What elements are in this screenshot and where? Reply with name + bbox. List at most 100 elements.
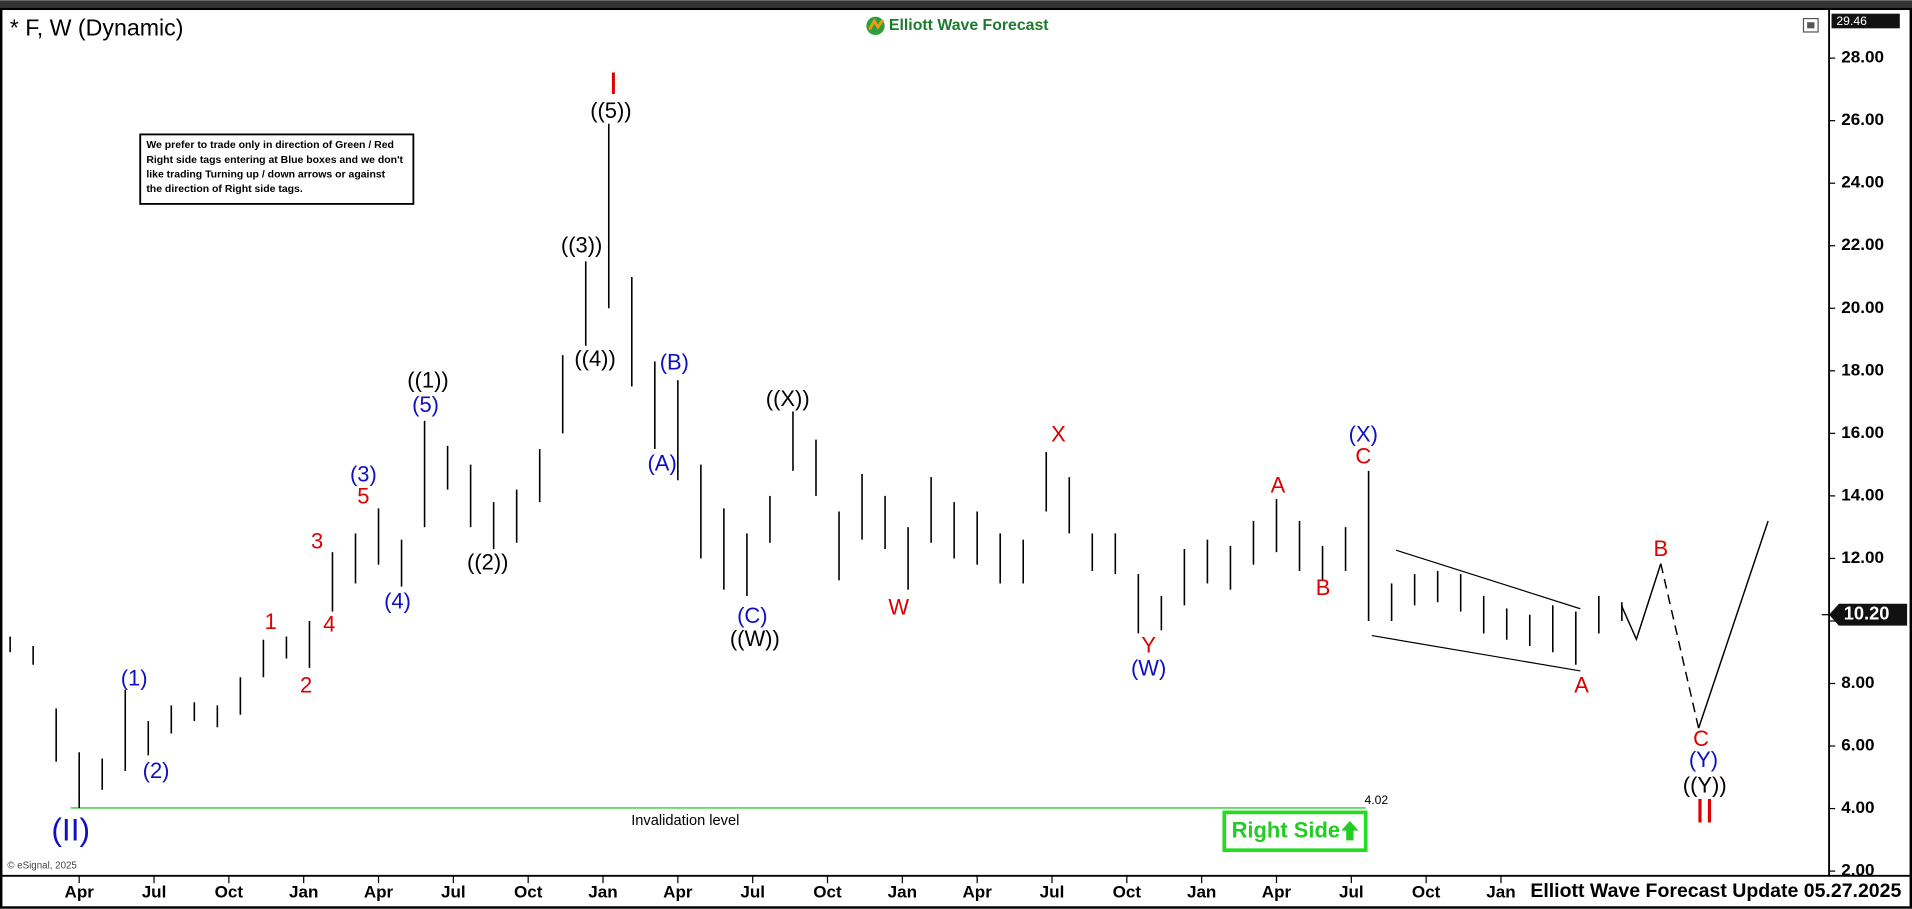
triangle-upper bbox=[1396, 549, 1581, 610]
wave-label: (2) bbox=[143, 758, 170, 783]
x-tick-label: Jul bbox=[1040, 882, 1065, 901]
window-icon-inner bbox=[1807, 22, 1815, 29]
wave-label: (C) bbox=[737, 603, 767, 628]
wave-label: ((W)) bbox=[730, 626, 780, 651]
wave-label: (II) bbox=[51, 811, 90, 847]
footer: Elliott Wave Forecast Update 05.27.2025 bbox=[1530, 880, 1901, 902]
y-tick-label: 26.00 bbox=[1841, 110, 1884, 129]
projection bbox=[1371, 520, 1769, 729]
note-line: Right side tags entering at Blue boxes a… bbox=[146, 155, 403, 166]
y-tick-label: 6.00 bbox=[1841, 736, 1874, 755]
x-tick-label: Jan bbox=[1187, 882, 1216, 901]
wave-label: ((1)) bbox=[407, 368, 448, 393]
y-tick-label: 24.00 bbox=[1841, 173, 1884, 192]
wave-label: A bbox=[1574, 673, 1589, 698]
y-tick-label: 2.00 bbox=[1841, 861, 1874, 880]
wave-label: (3) bbox=[350, 462, 377, 487]
wave-label: C bbox=[1355, 443, 1371, 468]
wave-label: 5 bbox=[357, 484, 369, 509]
x-tick-label: Oct bbox=[215, 882, 244, 901]
y-tick-label: 18.00 bbox=[1841, 360, 1884, 379]
wave-label: ((3)) bbox=[561, 232, 602, 257]
last-price-label: 10.20 bbox=[1844, 603, 1890, 624]
y-tick-label: 14.00 bbox=[1841, 485, 1884, 504]
wave-label: (5) bbox=[412, 392, 439, 417]
x-tick-label: Apr bbox=[1262, 882, 1292, 901]
last-price-tag bbox=[1829, 603, 1908, 626]
y-tick-label: 22.00 bbox=[1841, 235, 1884, 254]
right-side-box[interactable] bbox=[1222, 810, 1368, 853]
wave-label: ((Y)) bbox=[1683, 773, 1727, 798]
wave-label: ((4)) bbox=[574, 346, 615, 371]
logo-wave bbox=[868, 18, 884, 31]
wave-label: (B) bbox=[660, 349, 689, 374]
wave-label: ((5)) bbox=[590, 98, 631, 123]
x-tick-label: Apr bbox=[663, 882, 693, 901]
wave-label: 3 bbox=[311, 529, 323, 554]
wave-label: (W) bbox=[1131, 656, 1166, 681]
note-box bbox=[139, 133, 415, 205]
wave-label: X bbox=[1051, 421, 1066, 446]
brand-logo: Elliott Wave Forecast bbox=[866, 16, 1049, 36]
wave-label: B bbox=[1316, 575, 1331, 600]
x-tick-label: Jan bbox=[289, 882, 318, 901]
wave-label: Y bbox=[1141, 632, 1156, 657]
x-tick-label: Jul bbox=[441, 882, 466, 901]
wave-label: I bbox=[609, 65, 618, 101]
wave-label: (Y) bbox=[1689, 747, 1718, 772]
x-tick-label: Apr bbox=[962, 882, 992, 901]
y-tick-label: 4.00 bbox=[1841, 798, 1874, 817]
x-tick-label: Apr bbox=[65, 882, 95, 901]
y-tick-label: 20.00 bbox=[1841, 298, 1884, 317]
wave-label: A bbox=[1271, 473, 1286, 498]
frame bbox=[0, 7, 1912, 909]
y-tick-label: 12.00 bbox=[1841, 548, 1884, 567]
projection-path bbox=[1697, 520, 1769, 729]
x-tick-label: Oct bbox=[1412, 882, 1441, 901]
chart-title: * F, W (Dynamic) bbox=[10, 15, 184, 41]
wave-label: ((X)) bbox=[766, 386, 810, 411]
brand-text: Elliott Wave Forecast bbox=[889, 17, 1049, 34]
x-tick-label: Jan bbox=[888, 882, 917, 901]
x-tick-label: Oct bbox=[514, 882, 543, 901]
triangle-lower bbox=[1371, 634, 1581, 672]
wave-label: (X) bbox=[1349, 421, 1378, 446]
projection-dashed bbox=[1660, 563, 1700, 729]
wave-label: W bbox=[888, 595, 909, 620]
wave-label: 4 bbox=[323, 612, 335, 637]
y-tick-label: 8.00 bbox=[1841, 673, 1874, 692]
x-tick-label: Jan bbox=[588, 882, 617, 901]
right-side-text[interactable]: Right Side bbox=[1232, 818, 1340, 843]
invalidation-value: 4.02 bbox=[1364, 793, 1388, 807]
note-line: the direction of Right side tags. bbox=[146, 184, 303, 195]
note-line: We prefer to trade only in direction of … bbox=[146, 140, 394, 151]
right-side-button[interactable]: Right Side bbox=[1222, 810, 1368, 853]
right-side-arrow bbox=[1341, 820, 1359, 841]
wave-label: 1 bbox=[265, 609, 277, 634]
wave-label: 2 bbox=[300, 673, 312, 698]
wave-label: B bbox=[1653, 536, 1668, 561]
y-tick-label: 16.00 bbox=[1841, 423, 1884, 442]
logo-circle bbox=[866, 16, 885, 36]
x-tick-label: Oct bbox=[1113, 882, 1142, 901]
wave-label: C bbox=[1693, 726, 1709, 751]
wave-label: ((2)) bbox=[467, 549, 508, 574]
top-price-tag bbox=[1831, 13, 1900, 29]
x-tick-label: Jul bbox=[740, 882, 765, 901]
top-bar bbox=[0, 0, 1912, 8]
invalidation-label: Invalidation level bbox=[631, 813, 739, 829]
y-tick-label: 28.00 bbox=[1841, 48, 1884, 67]
wave-label: (4) bbox=[384, 588, 411, 613]
x-tick-label: Jan bbox=[1486, 882, 1515, 901]
wave-label: (1) bbox=[121, 665, 148, 690]
note-line: like trading Turning up / down arrows or… bbox=[146, 169, 385, 180]
wave-label: II bbox=[1695, 793, 1714, 831]
top-price-label: 29.46 bbox=[1836, 14, 1867, 28]
wave-label: (A) bbox=[648, 451, 677, 476]
x-tick-label: Oct bbox=[813, 882, 842, 901]
x-tick-label: Apr bbox=[364, 882, 394, 901]
x-tick-label: Jul bbox=[1339, 882, 1364, 901]
projection-path bbox=[1621, 563, 1662, 642]
